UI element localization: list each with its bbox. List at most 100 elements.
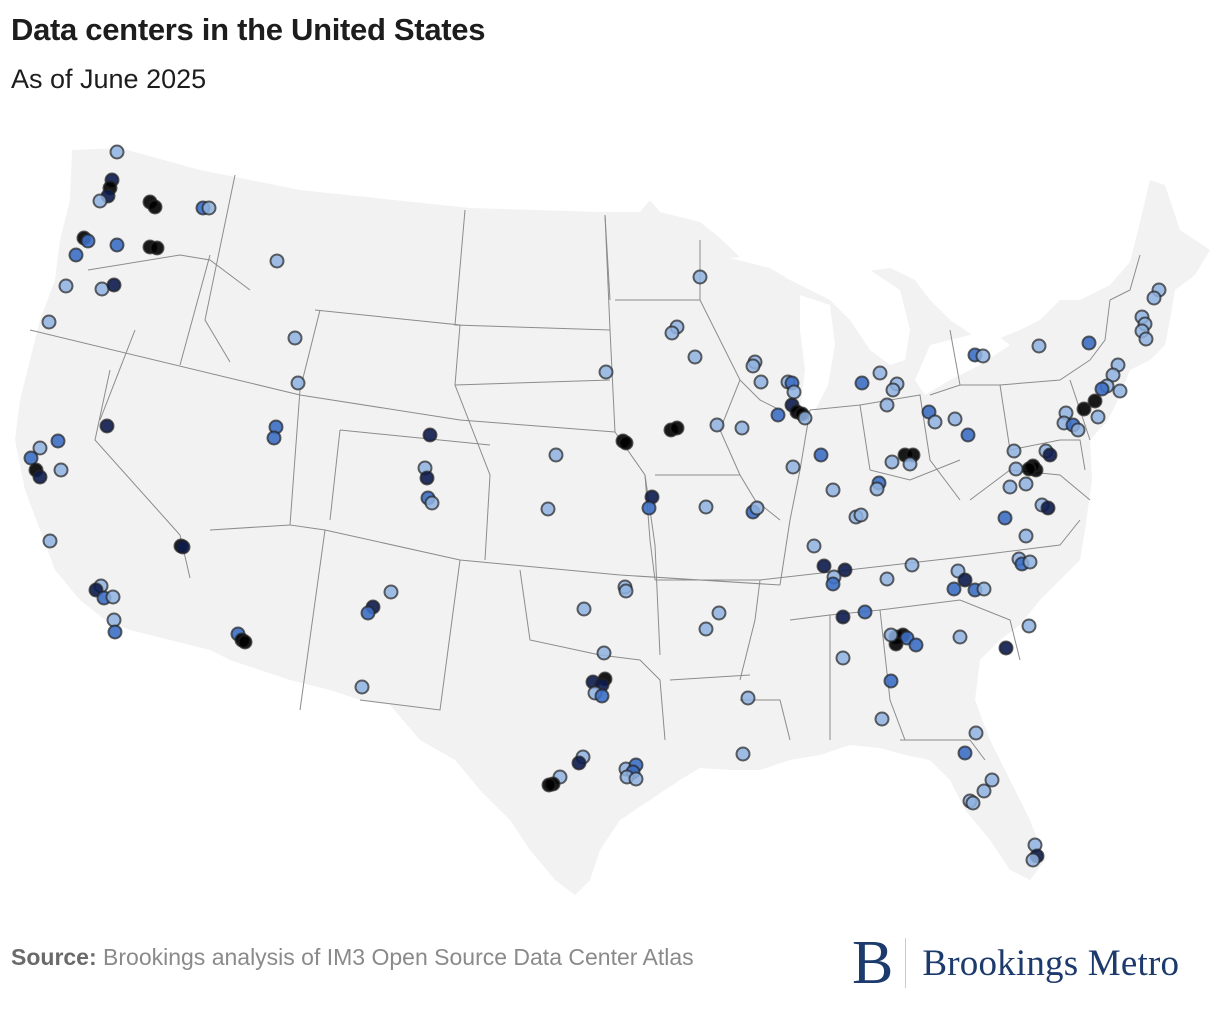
data-center-point (869, 481, 885, 497)
source-text: Brookings analysis of IM3 Open Source Da… (96, 944, 694, 970)
data-center-point (1138, 331, 1154, 347)
data-center-point (1002, 479, 1018, 495)
data-center-point (857, 604, 873, 620)
data-center-point (58, 278, 74, 294)
data-center-point (698, 499, 714, 515)
data-center-point (1008, 461, 1024, 477)
data-center-point (641, 500, 657, 516)
data-center-point (107, 624, 123, 640)
data-center-point (92, 193, 108, 209)
data-center-point (835, 609, 851, 625)
data-center-point (883, 627, 899, 643)
data-center-point (422, 427, 438, 443)
data-center-point (976, 581, 992, 597)
data-center-point (594, 688, 610, 704)
data-center-point (1146, 290, 1162, 306)
data-center-point (1006, 443, 1022, 459)
logo-divider (905, 938, 907, 988)
data-center-point (957, 745, 973, 761)
data-center-point (287, 330, 303, 346)
data-center-point (927, 414, 943, 430)
data-center-point (1021, 461, 1037, 477)
data-center-point (946, 581, 962, 597)
data-center-point (424, 495, 440, 511)
data-center-point (825, 482, 841, 498)
data-center-point (290, 375, 306, 391)
data-center-point (885, 382, 901, 398)
data-center-point (806, 538, 822, 554)
data-center-point (99, 418, 115, 434)
data-center-point (957, 572, 973, 588)
data-center-point (740, 690, 756, 706)
data-center-point (269, 253, 285, 269)
data-center-point (540, 501, 556, 517)
data-center-point (854, 375, 870, 391)
data-center-point (237, 634, 253, 650)
data-center-point (149, 240, 165, 256)
data-center-point (598, 364, 614, 380)
chart-subtitle: As of June 2025 (11, 64, 207, 94)
data-center-point (883, 673, 899, 689)
data-center-point (904, 557, 920, 573)
brookings-b-mark-icon: B (852, 929, 894, 997)
data-center-point (618, 583, 634, 599)
data-center-point (175, 539, 191, 555)
data-center-point (753, 374, 769, 390)
data-center-point (628, 771, 644, 787)
data-center-point (960, 427, 976, 443)
data-center-point (835, 650, 851, 666)
data-center-point (879, 397, 895, 413)
data-center-point (786, 384, 802, 400)
state-borders (29, 174, 1141, 761)
data-center-point (596, 645, 612, 661)
data-center-point (1094, 381, 1110, 397)
data-center-point (825, 576, 841, 592)
data-center-point (541, 777, 557, 793)
data-center-point (968, 725, 984, 741)
chart-title: Data centers in the United States (11, 12, 486, 47)
data-center-point (734, 420, 750, 436)
data-center-point (692, 269, 708, 285)
data-center-point (816, 558, 832, 574)
brookings-metro-logo: B Brookings Metro (852, 929, 1179, 997)
data-center-point (41, 314, 57, 330)
data-center-point (813, 447, 829, 463)
source-note: Source: Brookings analysis of IM3 Open S… (11, 940, 811, 975)
data-center-point (201, 200, 217, 216)
data-center-point (975, 348, 991, 364)
data-center-point (32, 440, 48, 456)
data-center-point (984, 772, 1000, 788)
data-center-point (872, 365, 888, 381)
data-center-point (53, 462, 69, 478)
data-center-point (618, 435, 634, 451)
data-center-point (698, 621, 714, 637)
data-center-point (360, 605, 376, 621)
data-center-point (105, 589, 121, 605)
data-center-point (42, 533, 58, 549)
data-center-point (109, 237, 125, 253)
data-center-point (266, 430, 282, 446)
data-center-point (853, 507, 869, 523)
data-center-point (1090, 409, 1106, 425)
data-center-point (1087, 393, 1103, 409)
data-center-point (419, 470, 435, 486)
data-center-point (354, 679, 370, 695)
data-center-point (745, 358, 761, 374)
data-center-point (1021, 618, 1037, 634)
data-center-point (997, 510, 1013, 526)
data-center-point (770, 407, 786, 423)
data-center-point (548, 447, 564, 463)
data-center-point (1040, 500, 1056, 516)
data-center-point (109, 144, 125, 160)
great-lakes (730, 252, 1010, 420)
data-center-point (106, 277, 122, 293)
data-center-point (669, 420, 685, 436)
data-center-point (147, 199, 163, 215)
us-landmass (15, 148, 1210, 895)
data-center-point (711, 605, 727, 621)
data-center-point (735, 746, 751, 762)
data-center-point (80, 233, 96, 249)
data-center-point (571, 755, 587, 771)
data-center-point (576, 601, 592, 617)
data-center-point (709, 417, 725, 433)
